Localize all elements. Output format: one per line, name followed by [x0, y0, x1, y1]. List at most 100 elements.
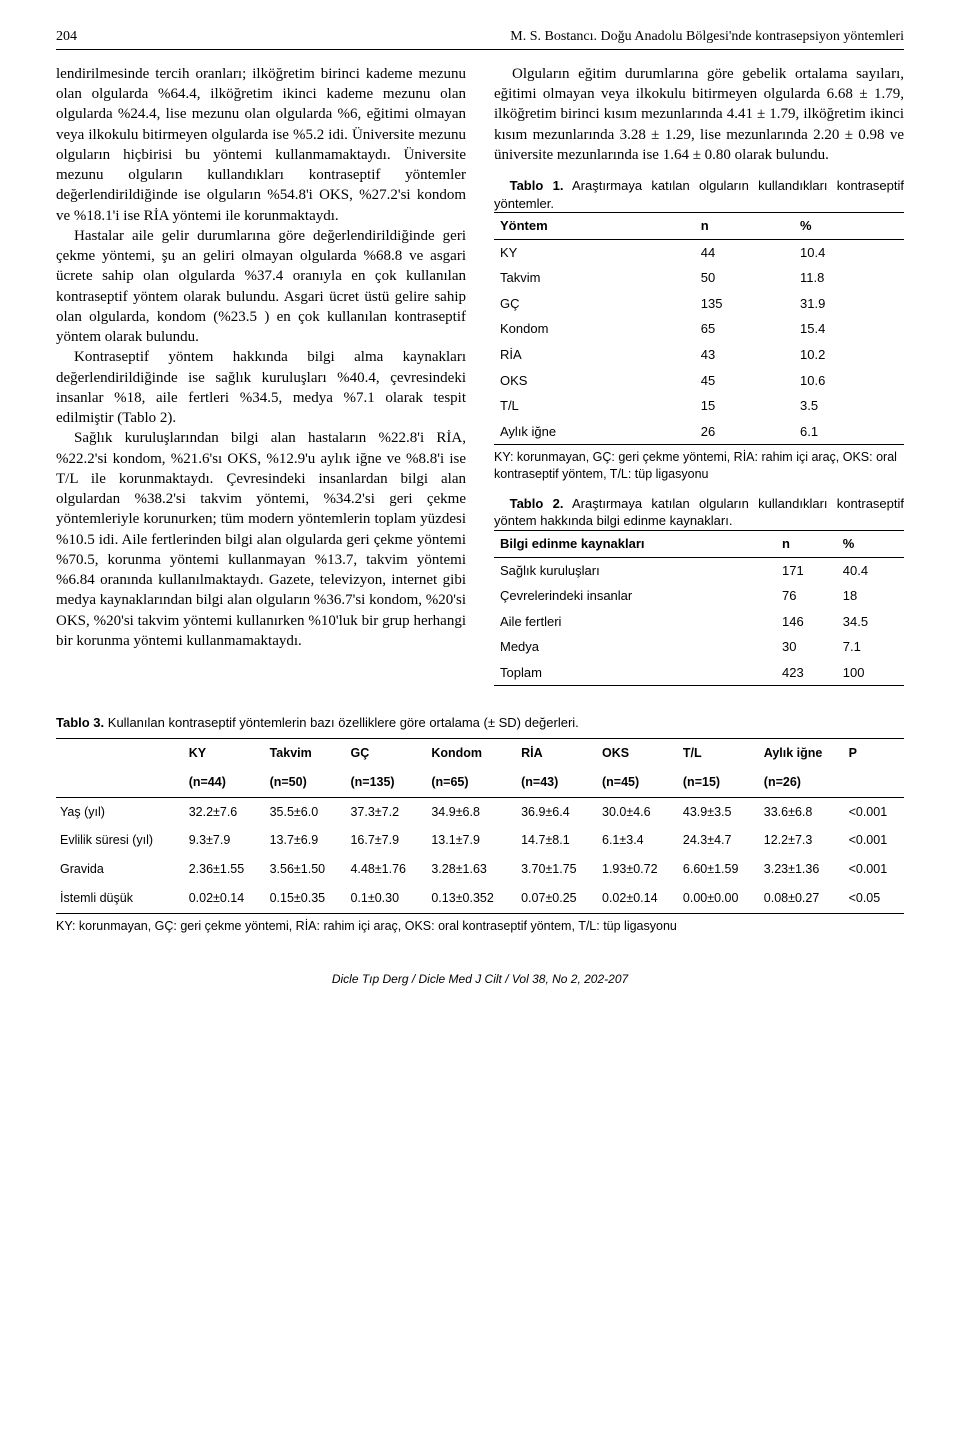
- table-cell: <0.001: [845, 826, 904, 855]
- table-cell: 2.36±1.55: [185, 855, 266, 884]
- table-cell: 6.60±1.59: [679, 855, 760, 884]
- table3-col-header-top: OKS: [598, 738, 679, 767]
- table-cell: 423: [776, 660, 837, 686]
- table-cell: Kondom: [494, 316, 695, 342]
- table-row: GÇ13531.9: [494, 291, 904, 317]
- table-cell: 0.08±0.27: [760, 884, 845, 913]
- table3-row-label: Yaş (yıl): [56, 797, 185, 826]
- table-cell: 15.4: [794, 316, 904, 342]
- table-cell: 6.1±3.4: [598, 826, 679, 855]
- table3-col-header-top: T/L: [679, 738, 760, 767]
- table3-col-header-bottom: [845, 768, 904, 797]
- table-cell: 0.15±0.35: [266, 884, 347, 913]
- table-cell: 35.5±6.0: [266, 797, 347, 826]
- table1: Yöntem n % KY4410.4Takvim5011.8GÇ13531.9…: [494, 212, 904, 445]
- table-row: Çevrelerindeki insanlar7618: [494, 583, 904, 609]
- two-column-body: lendirilmesinde tercih oranları; ilköğre…: [56, 64, 904, 690]
- table-row: Kondom6515.4: [494, 316, 904, 342]
- left-column: lendirilmesinde tercih oranları; ilköğre…: [56, 64, 466, 690]
- table-cell: 3.56±1.50: [266, 855, 347, 884]
- table-cell: Çevrelerindeki insanlar: [494, 583, 776, 609]
- table3: KYTakvimGÇKondomRİAOKST/LAylık iğneP (n=…: [56, 738, 904, 914]
- table-cell: 26: [695, 419, 794, 445]
- table2-caption-bold: Tablo 2.: [510, 496, 564, 511]
- table-cell: 34.9±6.8: [427, 797, 517, 826]
- table3-caption-rest: Kullanılan kontraseptif yöntemlerin bazı…: [104, 715, 579, 730]
- table-cell: <0.001: [845, 797, 904, 826]
- table-cell: 6.1: [794, 419, 904, 445]
- table-cell: 31.9: [794, 291, 904, 317]
- table-row: KY4410.4: [494, 239, 904, 265]
- table-cell: 24.3±4.7: [679, 826, 760, 855]
- running-title: M. S. Bostancı. Doğu Anadolu Bölgesi'nde…: [510, 28, 904, 47]
- table3-col-header-top: GÇ: [346, 738, 427, 767]
- table-cell: Medya: [494, 634, 776, 660]
- table3-col-header-bottom: (n=43): [517, 768, 598, 797]
- table-cell: 30.0±4.6: [598, 797, 679, 826]
- table-cell: 44: [695, 239, 794, 265]
- table3-col-header-bottom: (n=45): [598, 768, 679, 797]
- table-cell: 43.9±3.5: [679, 797, 760, 826]
- left-p1: lendirilmesinde tercih oranları; ilköğre…: [56, 64, 466, 226]
- page-number: 204: [56, 28, 77, 47]
- table-cell: 11.8: [794, 265, 904, 291]
- table2-h2: %: [837, 531, 904, 558]
- table-cell: 171: [776, 557, 837, 583]
- table-cell: 13.7±6.9: [266, 826, 347, 855]
- table-row: Medya307.1: [494, 634, 904, 660]
- table-cell: 3.23±1.36: [760, 855, 845, 884]
- table-cell: 10.4: [794, 239, 904, 265]
- table-cell: OKS: [494, 368, 695, 394]
- right-p1: Olguların eğitim durumlarına göre gebeli…: [494, 64, 904, 165]
- table3-col-header-bottom: (n=15): [679, 768, 760, 797]
- table1-footnote: KY: korunmayan, GÇ: geri çekme yöntemi, …: [494, 449, 904, 483]
- table3-col-header-bottom: (n=135): [346, 768, 427, 797]
- table-cell: 10.6: [794, 368, 904, 394]
- running-header: 204 M. S. Bostancı. Doğu Anadolu Bölgesi…: [56, 28, 904, 50]
- table-row: Yaş (yıl)32.2±7.635.5±6.037.3±7.234.9±6.…: [56, 797, 904, 826]
- table-cell: 0.07±0.25: [517, 884, 598, 913]
- table-row: Aile fertleri14634.5: [494, 609, 904, 635]
- table-row: Sağlık kuruluşları17140.4: [494, 557, 904, 583]
- table-cell: 37.3±7.2: [346, 797, 427, 826]
- table-row: OKS4510.6: [494, 368, 904, 394]
- table1-h0: Yöntem: [494, 213, 695, 240]
- table-row: RİA4310.2: [494, 342, 904, 368]
- table-cell: 3.5: [794, 393, 904, 419]
- table-cell: Toplam: [494, 660, 776, 686]
- table2-h1: n: [776, 531, 837, 558]
- table-cell: 50: [695, 265, 794, 291]
- table-cell: 100: [837, 660, 904, 686]
- table-cell: T/L: [494, 393, 695, 419]
- table-row: T/L153.5: [494, 393, 904, 419]
- table-cell: 15: [695, 393, 794, 419]
- table1-caption-bold: Tablo 1.: [510, 178, 564, 193]
- table-cell: 32.2±7.6: [185, 797, 266, 826]
- table-cell: KY: [494, 239, 695, 265]
- table-cell: 65: [695, 316, 794, 342]
- table1-h2: %: [794, 213, 904, 240]
- table3-col-header-top: Kondom: [427, 738, 517, 767]
- table-cell: Takvim: [494, 265, 695, 291]
- table-cell: Aylık iğne: [494, 419, 695, 445]
- table-row: Toplam423100: [494, 660, 904, 686]
- table3-row-label: Gravida: [56, 855, 185, 884]
- table-cell: 0.02±0.14: [185, 884, 266, 913]
- table3-col-header-top: P: [845, 738, 904, 767]
- table-cell: 14.7±8.1: [517, 826, 598, 855]
- table-cell: 135: [695, 291, 794, 317]
- table-cell: 34.5: [837, 609, 904, 635]
- table-cell: 0.1±0.30: [346, 884, 427, 913]
- table3-row-label: Evlilik süresi (yıl): [56, 826, 185, 855]
- table-cell: 9.3±7.9: [185, 826, 266, 855]
- table3-col-header-bottom: (n=65): [427, 768, 517, 797]
- table-row: Takvim5011.8: [494, 265, 904, 291]
- table3-footnote: KY: korunmayan, GÇ: geri çekme yöntemi, …: [56, 918, 904, 935]
- table-cell: 33.6±6.8: [760, 797, 845, 826]
- table3-col-header-bottom: (n=44): [185, 768, 266, 797]
- table-cell: 0.00±0.00: [679, 884, 760, 913]
- table3-col-header-bottom: (n=50): [266, 768, 347, 797]
- table3-caption: Tablo 3. Kullanılan kontraseptif yönteml…: [56, 714, 904, 732]
- table-cell: 10.2: [794, 342, 904, 368]
- table-cell: 13.1±7.9: [427, 826, 517, 855]
